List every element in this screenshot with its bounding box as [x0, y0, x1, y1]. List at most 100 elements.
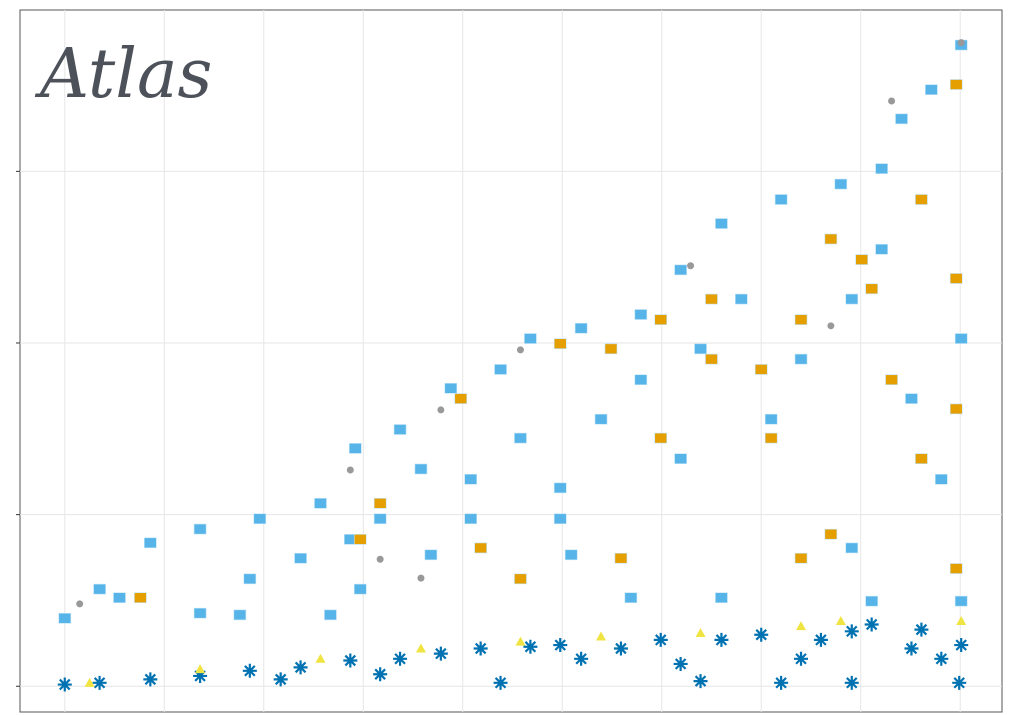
point [754, 627, 769, 642]
point [454, 393, 468, 404]
point [57, 677, 72, 692]
point [715, 218, 728, 229]
point [827, 322, 835, 330]
point [934, 651, 949, 666]
point [415, 643, 426, 653]
point [864, 617, 879, 632]
point [393, 651, 408, 666]
point [58, 613, 72, 624]
point [714, 632, 729, 647]
point [895, 113, 908, 125]
point [674, 453, 687, 464]
point [353, 583, 367, 595]
point [687, 262, 695, 270]
point [596, 631, 607, 641]
point [764, 413, 778, 425]
point [346, 466, 354, 474]
point [574, 651, 589, 666]
point [294, 552, 307, 564]
point [524, 333, 537, 344]
point [654, 314, 668, 325]
point [834, 178, 848, 190]
point [794, 314, 808, 325]
point [233, 609, 247, 621]
point [76, 600, 84, 608]
point [844, 624, 859, 639]
point [516, 346, 524, 354]
point [93, 583, 106, 595]
point [373, 667, 388, 682]
point [624, 592, 638, 604]
point [855, 254, 869, 265]
point [474, 542, 487, 554]
point [693, 674, 708, 689]
point [952, 675, 967, 690]
chart-title: Atlas [34, 35, 212, 114]
point [673, 656, 688, 671]
point [243, 573, 257, 585]
point [143, 672, 158, 687]
point [705, 353, 718, 365]
point [715, 592, 728, 604]
point [949, 79, 963, 90]
point [424, 549, 438, 561]
point [695, 628, 706, 638]
point [195, 664, 206, 674]
point [875, 243, 888, 255]
point [654, 432, 668, 444]
point [315, 653, 326, 663]
point [905, 393, 918, 404]
point [553, 338, 567, 349]
point [813, 632, 828, 647]
point [343, 653, 358, 668]
point [553, 482, 567, 494]
point [574, 322, 588, 334]
point [193, 607, 207, 619]
point [414, 463, 428, 475]
point [373, 513, 387, 525]
point [494, 364, 507, 375]
point [935, 473, 948, 485]
point [253, 513, 267, 525]
point [553, 638, 568, 653]
point [113, 592, 126, 604]
point [614, 552, 628, 564]
point [514, 573, 527, 585]
point [914, 622, 929, 637]
point [694, 343, 707, 355]
point [875, 163, 888, 174]
point [242, 663, 257, 678]
point [634, 374, 648, 386]
point [949, 563, 963, 574]
point [473, 641, 488, 656]
point [845, 542, 859, 554]
point [954, 638, 969, 653]
point [613, 641, 628, 656]
point [348, 443, 362, 454]
point [915, 194, 928, 205]
point [353, 534, 367, 545]
point [314, 498, 327, 509]
point [653, 632, 668, 647]
point [493, 675, 508, 690]
point [754, 364, 768, 375]
point [433, 646, 448, 661]
point [604, 343, 618, 355]
point [324, 609, 337, 621]
plot-frame [19, 9, 1003, 713]
point [376, 555, 384, 563]
point [904, 641, 919, 656]
point [794, 353, 808, 365]
point [514, 432, 527, 444]
point [865, 283, 878, 295]
point [553, 513, 567, 525]
point [835, 616, 846, 626]
point [273, 672, 288, 687]
point [774, 194, 788, 205]
point [845, 293, 859, 305]
point [949, 273, 963, 284]
point [735, 293, 748, 305]
point [515, 636, 526, 646]
point [193, 668, 208, 683]
